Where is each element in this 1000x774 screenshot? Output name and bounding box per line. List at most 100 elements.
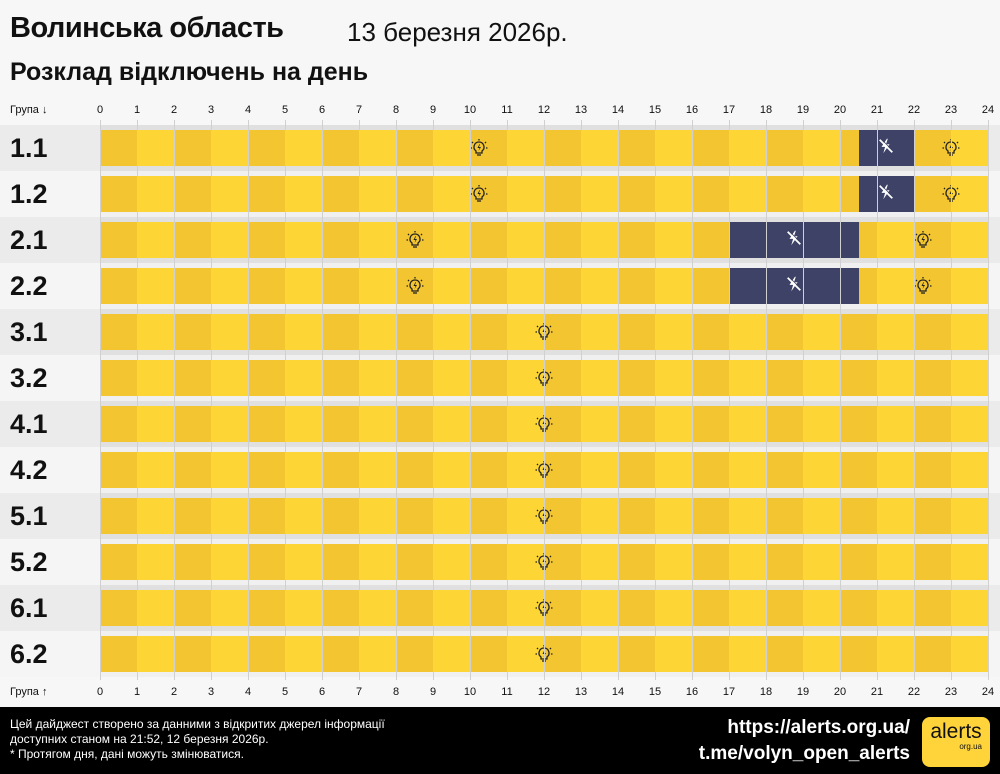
hour-cell-on [877, 222, 914, 258]
hour-cell-on [951, 314, 988, 350]
hour-cell-on [951, 590, 988, 626]
hour-tick: 4 [244, 686, 252, 698]
hour-cell-on [211, 360, 248, 396]
hour-cell-on [174, 636, 211, 672]
hour-cell-on [470, 268, 507, 304]
hour-cell-on [507, 406, 544, 442]
hour-tick: 1 [133, 104, 141, 116]
group-row-5.2: 5.2 [0, 539, 1000, 585]
hour-cell-on [840, 498, 877, 534]
hour-cell-on [396, 498, 433, 534]
hour-cell-on [581, 222, 618, 258]
hour-tick: 0 [96, 104, 104, 116]
hour-gridline [322, 120, 323, 680]
hour-cell-on [507, 222, 544, 258]
hour-cell-on [285, 268, 322, 304]
logo-text: alerts [930, 720, 982, 743]
hour-cell-on [470, 176, 507, 212]
hour-tick: 4 [244, 104, 252, 116]
hour-cell-on [581, 314, 618, 350]
hour-cell-on [581, 452, 618, 488]
hour-tick: 12 [537, 686, 551, 698]
hour-cell-on [914, 452, 951, 488]
hour-tick: 16 [685, 686, 699, 698]
power-off-icon [877, 183, 895, 206]
site-link[interactable]: https://alerts.org.ua/ [727, 717, 910, 738]
hour-axis-bottom: Група ↑ 0 1 2 3 4 5 6 7 8 9 10 11 12 13 14 15 16 17 18 19 20… [0, 682, 1000, 704]
hour-cell-on [248, 498, 285, 534]
hour-cell-on [729, 360, 766, 396]
hour-tick: 21 [870, 104, 884, 116]
footer-note: Цей дайджест створено за данними з відкр… [10, 717, 385, 762]
hour-cell-on [544, 176, 581, 212]
hour-cell-on [544, 360, 581, 396]
hour-tick: 20 [833, 104, 847, 116]
hour-cell-on [359, 406, 396, 442]
hour-cell-on [137, 590, 174, 626]
hour-cell-on [248, 360, 285, 396]
hour-cell-on [211, 636, 248, 672]
hour-cell-on [544, 406, 581, 442]
hour-cell-on [470, 498, 507, 534]
hour-cell-on [581, 406, 618, 442]
hour-cell-on [285, 544, 322, 580]
hour-cell-on [359, 314, 396, 350]
hour-tick: 3 [207, 686, 215, 698]
hour-cell-on [322, 130, 359, 166]
power-off-icon [877, 137, 895, 160]
hour-cell-on [729, 406, 766, 442]
hour-cell-on [729, 452, 766, 488]
hour-tick: 1 [133, 686, 141, 698]
hour-tick: 17 [722, 686, 736, 698]
hour-cell-on [729, 636, 766, 672]
hour-tick: 21 [870, 686, 884, 698]
hour-cell-on [285, 222, 322, 258]
telegram-link[interactable]: t.me/volyn_open_alerts [698, 743, 910, 764]
hour-cell-on [655, 176, 692, 212]
outage-segment[interactable] [729, 222, 859, 258]
hour-cell-on [507, 314, 544, 350]
hour-cell-on [544, 268, 581, 304]
hour-cell-on [914, 636, 951, 672]
hour-cell-on [470, 590, 507, 626]
hour-cell-on [137, 314, 174, 350]
hour-cell-on [877, 406, 914, 442]
hour-gridline [100, 120, 101, 680]
hour-cell-on [729, 544, 766, 580]
hour-cell-on [914, 130, 951, 166]
outage-segment[interactable] [729, 268, 859, 304]
hour-cell-on [396, 360, 433, 396]
hour-gridline [544, 120, 545, 680]
hour-gridline [692, 120, 693, 680]
hour-gridline [729, 120, 730, 680]
hour-cell-on [803, 360, 840, 396]
hour-cell-on [877, 590, 914, 626]
group-sort-label-bottom[interactable]: Група ↑ [10, 686, 48, 698]
hour-tick: 11 [501, 104, 513, 116]
hour-cell-on [137, 360, 174, 396]
hour-axis-top: Група ↓ 0 1 2 3 4 5 6 7 8 9 10 11 12 13 14 15 16 17 18 19 20… [0, 100, 1000, 122]
hour-cell-on [544, 544, 581, 580]
hour-tick: 10 [463, 686, 477, 698]
hour-cell-on [581, 498, 618, 534]
hour-cell-on [655, 268, 692, 304]
hour-cell-on [211, 222, 248, 258]
hour-cell-on [470, 636, 507, 672]
hour-cell-on [507, 590, 544, 626]
hour-gridline [174, 120, 175, 680]
hour-cell-on [655, 452, 692, 488]
group-row-5.1: 5.1 [0, 493, 1000, 539]
hour-tick: 9 [429, 104, 437, 116]
hour-cell-on [100, 544, 137, 580]
group-sort-label[interactable]: Група ↓ [10, 104, 48, 116]
outage-segment[interactable] [858, 130, 914, 166]
hour-cell-on [507, 360, 544, 396]
hour-cell-on [951, 176, 988, 212]
hour-cell-on [914, 406, 951, 442]
hour-cell-on [100, 222, 137, 258]
hour-cell-on [433, 268, 470, 304]
hour-gridline [211, 120, 212, 680]
hour-tick: 18 [759, 686, 773, 698]
hour-cell-on [840, 406, 877, 442]
outage-segment[interactable] [858, 176, 914, 212]
